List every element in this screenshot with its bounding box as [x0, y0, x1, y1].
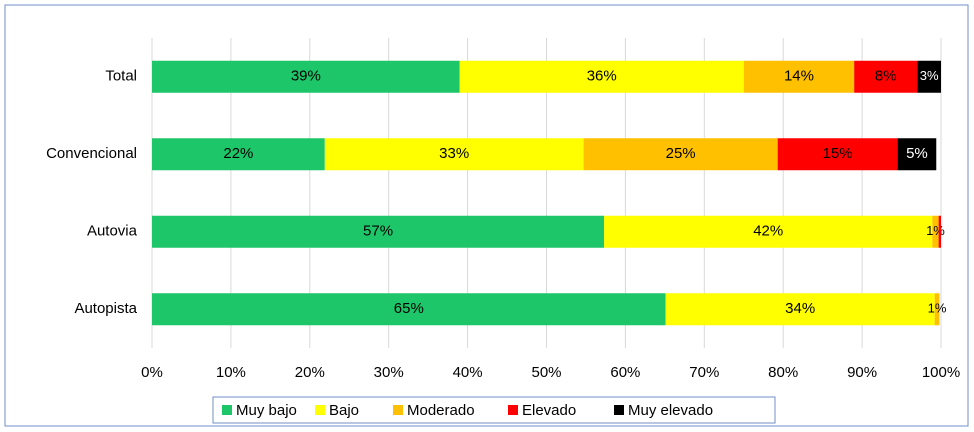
x-tick-label: 100% [922, 364, 960, 381]
data-label: 22% [223, 145, 253, 162]
bar-segment [152, 215, 605, 248]
bar-segment [152, 60, 460, 93]
data-label: 25% [666, 145, 696, 162]
x-tick-label: 60% [610, 364, 640, 381]
bar-segment [152, 138, 325, 171]
x-tick-label: 20% [295, 364, 325, 381]
x-tick-label: 50% [531, 364, 561, 381]
data-label: 39% [291, 68, 321, 85]
bar-segment [934, 293, 940, 326]
data-label: 1% [926, 223, 945, 238]
legend-label: Muy elevado [628, 402, 713, 419]
bar-segment [583, 138, 778, 171]
x-tick-label: 30% [374, 364, 404, 381]
legend-label: Elevado [522, 402, 576, 419]
legend-box [212, 396, 776, 424]
legend-swatch [614, 405, 624, 415]
legend-swatch [393, 405, 403, 415]
y-tick-label: Convencional [46, 145, 137, 162]
bar-segment [743, 60, 855, 93]
bar-segment [897, 138, 937, 171]
bar-segment [604, 215, 933, 248]
x-tick-label: 90% [847, 364, 877, 381]
legend-label: Moderado [407, 402, 475, 419]
data-label: 57% [363, 223, 393, 240]
legend-swatch [508, 405, 518, 415]
x-tick-label: 10% [216, 364, 246, 381]
data-label: 3% [920, 68, 939, 83]
bar-segment [854, 60, 918, 93]
data-label: 1% [928, 301, 947, 316]
data-label: 34% [785, 300, 815, 317]
data-label: 42% [753, 223, 783, 240]
y-tick-label: Autopista [74, 300, 137, 317]
x-tick-label: 70% [689, 364, 719, 381]
data-label: 15% [823, 145, 853, 162]
data-label: 65% [394, 300, 424, 317]
bar-segment [324, 138, 584, 171]
bar-segment [152, 293, 666, 326]
data-label: 36% [587, 68, 617, 85]
y-tick-label: Autovia [87, 223, 138, 240]
bar-segment [932, 215, 939, 248]
data-label: 5% [906, 145, 928, 162]
x-tick-label: 80% [768, 364, 798, 381]
data-label: 8% [875, 68, 897, 85]
bar-segment [777, 138, 898, 171]
legend-swatch [222, 405, 232, 415]
x-tick-label: 0% [141, 364, 163, 381]
x-tick-label: 40% [453, 364, 483, 381]
data-label: 33% [439, 145, 469, 162]
legend-swatch [315, 405, 325, 415]
data-label: 14% [784, 68, 814, 85]
legend-label: Muy bajo [236, 402, 297, 419]
bar-segment [938, 215, 941, 248]
bar-segment [665, 293, 935, 326]
bar-segment [917, 60, 941, 93]
y-tick-label: Total [105, 68, 137, 85]
legend-label: Bajo [329, 402, 359, 419]
bar-segment [459, 60, 744, 93]
